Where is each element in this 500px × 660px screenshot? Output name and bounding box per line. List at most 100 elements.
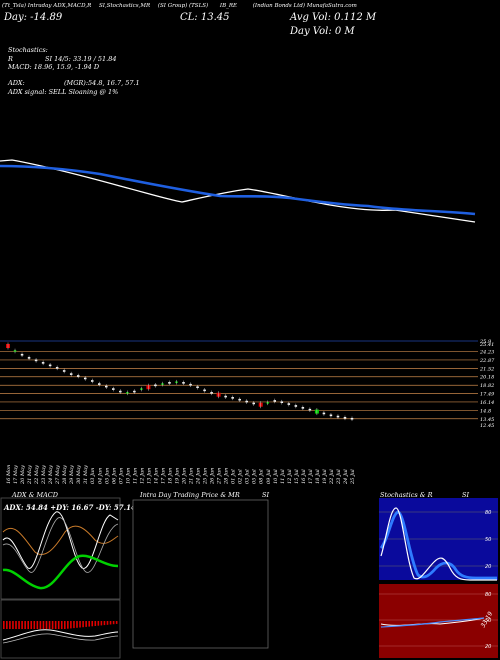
date-tick-label: 24 May <box>48 465 54 485</box>
day-volume: Day Vol: 0 M <box>290 26 355 37</box>
macd-histogram-bar <box>100 621 103 626</box>
macd-histogram-bar <box>18 621 20 629</box>
date-tick-label: 12 Jul <box>287 469 293 484</box>
date-tick-label: 26 Jun <box>210 468 216 485</box>
date-tick-label: 12 Jun <box>139 468 145 484</box>
rsi-value: 33.19 <box>480 610 495 629</box>
date-tick-label: 17 Jun <box>160 468 166 484</box>
adx-macd-title: ADX & MACD <box>12 491 58 499</box>
rsi-tick-50: 50 <box>485 618 491 624</box>
macd-histogram-bar <box>70 621 72 629</box>
stoch-panel-frame <box>379 498 498 580</box>
si-values: SI 14/5: 33.19 / 51.84 <box>45 55 117 63</box>
date-tick-label: 11 Jul <box>280 469 286 484</box>
stoch-blue-line <box>379 510 497 580</box>
stoch-panel-title: Stochastics & R <box>380 491 433 499</box>
date-axis: 16 Mon 17 May 20 May 21 May 22 May 23 May 24 M… <box>6 465 356 485</box>
date-tick-label: 23 Jul <box>336 469 342 485</box>
rsi-blue-line <box>380 617 485 628</box>
macd-histogram <box>3 621 118 629</box>
adx-values-text: ADX: 54.84 +DY: 16.67 -DY: 57.14 <box>3 503 136 512</box>
price-tick-label: 14.8 <box>480 408 491 414</box>
adx-green-line <box>2 554 119 590</box>
macd-histogram-bar <box>48 621 51 629</box>
date-tick-label: 30 May <box>76 465 82 484</box>
date-tick-label: 28 May <box>62 465 68 485</box>
macd-white-line <box>2 629 119 641</box>
price-tick-label: 20.18 <box>479 375 494 381</box>
date-tick-label: 16 Jul <box>301 469 307 484</box>
header-part-2: SI,Stochastics,MR <box>99 3 151 9</box>
macd-histogram-bar <box>30 621 33 629</box>
macd-histogram-bar <box>57 621 60 629</box>
stoch-title: Stochastics: <box>8 46 48 54</box>
candles <box>6 342 354 422</box>
price-tick-label: 18.82 <box>480 383 494 389</box>
price-tick-label: 12.45 <box>480 423 494 429</box>
price-tick-label: 16.14 <box>480 400 494 406</box>
date-tick-label: 04 Jun <box>97 468 103 484</box>
date-tick-label: 03 Jul <box>245 469 251 484</box>
day-change: Day: -14.89 <box>4 12 63 23</box>
close-price: CL: 13.45 <box>180 12 230 23</box>
date-tick-label: 29 May <box>69 465 75 485</box>
date-tick-label: 13 Jun <box>146 468 152 484</box>
date-tick-label: 10 Jun <box>125 468 131 484</box>
rsi-panel-frame <box>379 584 498 658</box>
date-tick-label: 10 Jul <box>273 469 279 484</box>
date-tick-label: 05 Jul <box>252 469 258 484</box>
macd-histogram-bar <box>60 621 63 629</box>
price-tick-label: 22.87 <box>479 358 495 364</box>
date-tick-label: 03 Jun <box>90 468 96 484</box>
stoch-tick-50: 50 <box>485 537 491 543</box>
date-tick-label: 17 May <box>13 465 19 484</box>
stoch-tick-20: 20 <box>485 564 491 570</box>
adx-white-line <box>2 511 119 569</box>
macd-histogram-bar <box>73 621 75 629</box>
macd-histogram-bar <box>85 621 87 627</box>
date-tick-label: 18 Jul <box>315 469 321 484</box>
header-part-4: IB_RE <box>219 3 238 9</box>
date-tick-label: 15 Jul <box>294 469 300 484</box>
rsi-white-line <box>380 617 485 626</box>
macd-histogram-bar <box>94 621 97 626</box>
date-tick-label: 02 Jul <box>238 469 244 484</box>
header-part-5: (Indian Bonds Ltd) MunafaSutra.com <box>252 3 357 9</box>
adx-orange-line <box>2 525 119 555</box>
date-tick-label: 27 May <box>55 465 61 485</box>
date-tick-label: 08 Jul <box>259 469 265 484</box>
date-tick-label: 19 Jul <box>322 469 328 484</box>
rsi-tick-20: 20 <box>485 644 491 650</box>
intraday-panel-frame <box>132 499 269 649</box>
moving-averages <box>0 159 476 223</box>
avg-volume: Avg Vol: 0.112 M <box>290 12 377 23</box>
adx-title: ADX: <box>8 79 25 87</box>
date-tick-label: 16 Mon <box>6 465 12 484</box>
price-tick-label: 21.52 <box>479 366 494 372</box>
macd-histogram-bar <box>106 621 109 625</box>
date-tick-label: 11 Jun <box>132 468 138 484</box>
price-tick-label: 25.41 <box>479 342 494 348</box>
price-tick-label: 24.23 <box>479 349 494 355</box>
date-tick-label: 17 Jul <box>308 469 314 484</box>
adx-panel-frame <box>0 497 121 600</box>
stoch-si-label: SI <box>462 491 470 499</box>
date-tick-label: 25 Jun <box>203 468 209 485</box>
macd-histogram-bar <box>15 621 17 629</box>
stoch-r: R <box>8 55 13 63</box>
date-tick-label: 07 Jun <box>118 468 124 484</box>
macd-histogram-bar <box>64 621 66 629</box>
macd-gray-line <box>2 633 119 644</box>
date-tick-label: 05 Jun <box>104 468 110 484</box>
adx-gray-line <box>2 517 119 573</box>
date-tick-label: 21 Jun <box>189 468 195 485</box>
date-tick-label: 27 Jun <box>217 468 223 485</box>
stoch-white-line <box>380 507 497 581</box>
macd-histogram-bar <box>3 621 5 629</box>
stoch-tick-80: 80 <box>485 510 491 516</box>
date-tick-label: 22 Jul <box>329 469 335 485</box>
price-tick-label: 13.45 <box>480 417 494 423</box>
macd-histogram-bar <box>67 621 69 629</box>
adx-signal: ADX signal: SELL Sloaning @ 1% <box>8 88 119 96</box>
